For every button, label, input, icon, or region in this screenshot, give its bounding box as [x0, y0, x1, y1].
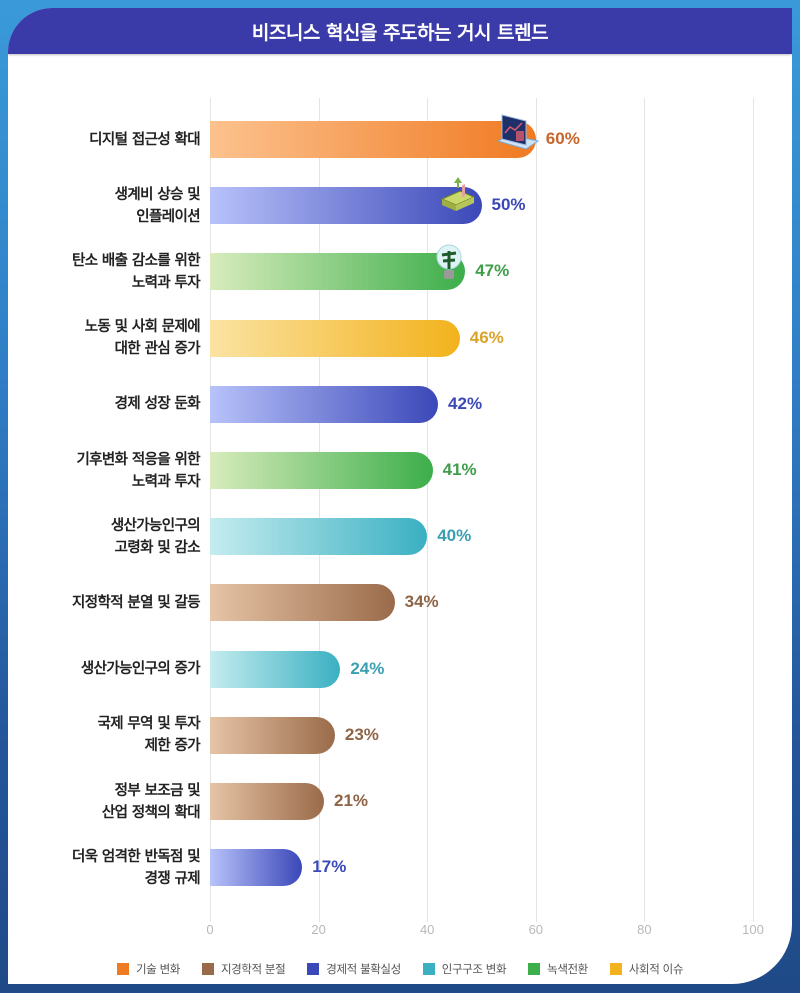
- legend-label: 사회적 이슈: [628, 962, 684, 976]
- value-label: 34%: [404, 592, 439, 612]
- value-label: 17%: [312, 857, 347, 877]
- category-label-line: 국제 무역 및 투자: [97, 716, 200, 733]
- category-label-line: 대한 관심 증가: [114, 341, 201, 358]
- x-axis-tick: 40: [419, 922, 435, 937]
- gridline: [644, 98, 646, 922]
- bar: [210, 253, 466, 291]
- category-label-line: 제한 증가: [144, 738, 201, 755]
- legend-label: 녹색전환: [547, 962, 588, 976]
- category-label-line: 탄소 배출 감소를 위한: [71, 252, 201, 269]
- chart-card: 비즈니스 혁신을 주도하는 거시 트렌드 0 20 40 60 80 100 디지털 접근성…: [8, 8, 792, 984]
- value-label: 42%: [448, 393, 483, 413]
- gridline: [210, 98, 211, 922]
- bar: [210, 716, 335, 754]
- category-label-line: 생산가능인구의 증가: [80, 661, 201, 678]
- money-stack-icon: [438, 175, 478, 219]
- category-label-line: 경쟁 규제: [144, 870, 201, 887]
- category-label-line: 노력과 투자: [131, 274, 201, 291]
- x-axis-tick: 60: [528, 922, 544, 937]
- legend-label: 인구구조 변화: [441, 962, 507, 976]
- laptop-chart-icon: [492, 111, 540, 159]
- category-label: 지정학적 분열 및 갈등: [28, 576, 201, 629]
- category-label: 경제 성장 둔화: [28, 378, 201, 431]
- legend-swatch-icon: [422, 963, 435, 975]
- legend-item[interactable]: 녹색전환: [528, 961, 588, 977]
- category-label: 생산가능인구의 증가: [28, 643, 201, 696]
- legend-item[interactable]: 인구구조 변화: [422, 961, 507, 977]
- value-label: 41%: [442, 460, 477, 479]
- category-label-line: 인플레이션: [136, 208, 200, 225]
- legend-item[interactable]: 경제적 불확실성: [307, 961, 401, 977]
- bar: [210, 518, 428, 556]
- legend-swatch-icon: [609, 963, 622, 975]
- legend-item[interactable]: 지경학적 분절: [201, 961, 286, 977]
- plant-bulb-icon: [433, 243, 465, 289]
- gridline: [318, 98, 320, 922]
- value-label: 40%: [437, 526, 472, 546]
- category-label-line: 산업 정책의 확대: [101, 804, 201, 821]
- bar: [210, 584, 395, 622]
- legend-item[interactable]: 사회적 이슈: [609, 961, 684, 977]
- bar: [210, 121, 536, 158]
- value-label: 21%: [334, 791, 369, 810]
- x-axis-tick: 0: [206, 922, 214, 937]
- x-axis-tick: 100: [742, 922, 764, 937]
- gridline: [753, 98, 754, 922]
- legend-item[interactable]: 기술 변화: [116, 961, 180, 977]
- gridline: [427, 98, 429, 922]
- category-label-line: 고령화 및 감소: [114, 539, 201, 556]
- legend-label: 기술 변화: [135, 962, 180, 976]
- value-label: 50%: [491, 195, 526, 215]
- legend-label: 지경학적 분절: [220, 962, 286, 976]
- category-label-line: 디지털 접근성 확대: [89, 131, 200, 148]
- legend-swatch-icon: [116, 963, 129, 975]
- category-label-line: 지정학적 분열 및 갈등: [71, 594, 201, 611]
- category-label-line: 노동 및 사회 문제에: [84, 319, 201, 336]
- x-axis-tick: 80: [637, 922, 652, 937]
- category-label-line: 경제 성장 둔화: [114, 396, 201, 413]
- bar: [210, 187, 482, 225]
- bar: [210, 452, 433, 489]
- legend-label: 경제적 불확실성: [326, 962, 401, 976]
- x-axis-tick: 20: [311, 922, 326, 937]
- value-label: 46%: [469, 327, 504, 347]
- legend-swatch-icon: [307, 963, 320, 975]
- value-label: 24%: [350, 658, 385, 678]
- category-label-line: 생계비 상승 및: [114, 186, 201, 203]
- legend-swatch-icon: [201, 963, 214, 975]
- value-label: 23%: [344, 724, 379, 744]
- legend: 기술 변화 지경학적 분절 경제적 불확실성 인구구조 변화 녹색전환 사회적 이슈: [8, 961, 792, 977]
- category-label-line: 생산가능인구의: [110, 517, 201, 534]
- bar: [210, 650, 341, 688]
- category-label-line: 기후변화 적응을 위한: [76, 451, 200, 468]
- legend-swatch-icon: [528, 963, 541, 975]
- value-label: 60%: [545, 129, 580, 148]
- category-label-line: 정부 보조금 및: [114, 782, 201, 799]
- bar: [210, 849, 303, 887]
- bar: [210, 783, 325, 820]
- bar: [210, 385, 439, 423]
- category-label-line: 더욱 엄격한 반독점 및: [71, 848, 201, 865]
- category-label-line: 노력과 투자: [131, 473, 201, 490]
- category-label: 디지털 접근성 확대: [28, 113, 200, 166]
- value-label: 47%: [475, 261, 510, 281]
- chart-title: 비즈니스 혁신을 주도하는 거시 트렌드: [8, 8, 792, 54]
- gridline: [535, 98, 537, 922]
- bar: [210, 319, 460, 357]
